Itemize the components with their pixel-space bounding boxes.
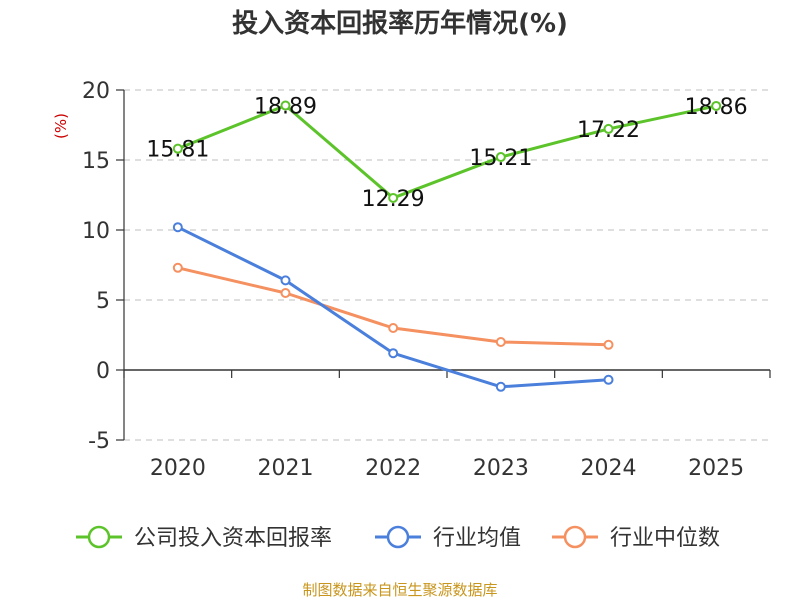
y-tick-label-5: 5 (96, 289, 110, 314)
y-axis-unit: (%) (52, 113, 70, 139)
y-tick-label--5: -5 (88, 429, 110, 454)
y-tick-label-20: 20 (82, 79, 110, 104)
x-tick-label-2021: 2021 (258, 456, 314, 481)
x-tick-label-2024: 2024 (581, 456, 637, 481)
data-point-1-1[interactable] (280, 275, 291, 286)
x-tick-label-2022: 2022 (365, 456, 421, 481)
chart-title: 投入资本回报率历年情况(%) (232, 8, 568, 39)
data-labels: 15.81 18.89 12.29 15.21 17.22 18.86 (146, 95, 747, 212)
source-note: 制图数据来自恒生聚源数据库 (302, 581, 497, 599)
data-point-2-0[interactable] (172, 262, 183, 273)
legend[interactable]: 公司投入资本回报率 行业均值 行业中位数 (76, 525, 720, 551)
data-point-0-5[interactable] (711, 100, 722, 111)
legend-label-2: 行业中位数 (610, 526, 720, 551)
legend-marker-2 (563, 525, 587, 549)
legend-label-1: 行业均值 (433, 526, 521, 551)
y-tick-label-0: 0 (96, 359, 110, 384)
data-label-0-0: 15.81 (146, 138, 209, 163)
x-tick-label-2025: 2025 (688, 456, 744, 481)
data-point-1-4[interactable] (603, 374, 614, 385)
data-point-0-3[interactable] (495, 152, 506, 163)
data-label-0-4: 17.22 (577, 118, 640, 143)
data-point-1-3[interactable] (495, 381, 506, 392)
series-group (172, 100, 722, 392)
legend-label-0: 公司投入资本回报率 (134, 526, 332, 551)
legend-item-1[interactable]: 行业均值 (375, 525, 521, 551)
data-label-0-5: 18.86 (685, 95, 748, 120)
data-point-1-2[interactable] (388, 348, 399, 359)
data-point-2-2[interactable] (388, 323, 399, 333)
legend-item-0[interactable]: 公司投入资本回报率 (76, 525, 332, 551)
series-line-2 (177, 266, 609, 347)
data-label-0-2: 12.29 (362, 187, 425, 212)
data-point-1-0[interactable] (172, 222, 183, 233)
data-point-2-1[interactable] (280, 288, 291, 298)
data-label-0-3: 15.21 (469, 146, 532, 171)
data-point-0-1[interactable] (280, 100, 291, 111)
legend-item-2[interactable]: 行业中位数 (552, 525, 720, 551)
series-line-0 (177, 104, 717, 200)
data-point-0-2[interactable] (388, 192, 399, 203)
data-label-0-1: 18.89 (254, 95, 317, 120)
data-point-2-4[interactable] (603, 339, 614, 350)
y-tick-label-15: 15 (82, 149, 110, 174)
data-point-2-3[interactable] (495, 337, 506, 347)
legend-marker-0 (87, 525, 111, 549)
series-line-1 (177, 225, 609, 389)
data-point-0-0[interactable] (172, 143, 183, 154)
x-tick-label-2023: 2023 (473, 456, 529, 481)
y-tick-label-10: 10 (82, 219, 110, 244)
gridlines (124, 89, 770, 441)
data-point-0-4[interactable] (603, 123, 614, 134)
x-tick-label-2020: 2020 (150, 456, 206, 481)
legend-marker-1 (386, 525, 410, 549)
